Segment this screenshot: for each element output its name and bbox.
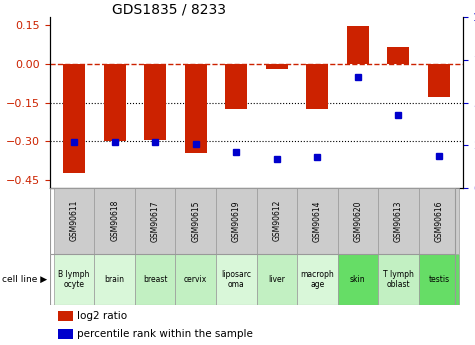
Bar [135,254,175,305]
Text: cervix: cervix [184,275,208,284]
Text: GSM90619: GSM90619 [232,200,241,242]
Bar [95,254,135,305]
Bar [104,64,126,141]
Bar [175,254,216,305]
Bar [418,254,459,305]
Bar [95,188,135,254]
Text: testis: testis [428,275,449,284]
Text: cell line ▶: cell line ▶ [2,275,48,284]
Text: GDS1835 / 8233: GDS1835 / 8233 [112,2,226,16]
Bar [306,64,328,109]
Text: log2 ratio: log2 ratio [77,311,127,321]
Text: GSM90617: GSM90617 [151,200,160,242]
Text: GSM90618: GSM90618 [110,200,119,242]
Text: GSM90614: GSM90614 [313,200,322,242]
Bar [418,188,459,254]
Bar [256,254,297,305]
Text: GSM90620: GSM90620 [353,200,362,242]
Bar [378,188,418,254]
Text: skin: skin [350,275,366,284]
Bar [256,188,297,254]
Bar [58,329,73,339]
Bar [63,64,86,172]
Bar [135,188,175,254]
Bar [54,254,95,305]
Bar [216,188,256,254]
Bar [428,64,450,97]
Text: liver: liver [268,275,285,284]
Text: GSM90613: GSM90613 [394,200,403,242]
Bar [387,47,409,64]
Bar [297,254,338,305]
Text: GSM90616: GSM90616 [434,200,443,242]
Text: T lymph
oblast: T lymph oblast [383,270,414,289]
Text: macroph
age: macroph age [300,270,334,289]
Bar [297,188,338,254]
Bar [175,188,216,254]
Bar [266,64,288,69]
Text: percentile rank within the sample: percentile rank within the sample [77,329,253,339]
Text: GSM90615: GSM90615 [191,200,200,242]
Bar [58,310,73,321]
Text: liposarc
oma: liposarc oma [221,270,251,289]
Bar [338,254,378,305]
Bar [144,64,166,140]
Bar [54,188,95,254]
Text: B lymph
ocyte: B lymph ocyte [58,270,90,289]
Bar [338,188,378,254]
Text: brain: brain [104,275,125,284]
Bar [185,64,207,153]
Bar [378,254,418,305]
Bar [216,254,256,305]
Text: GSM90611: GSM90611 [70,200,79,242]
Bar [225,64,247,109]
Bar [347,26,369,64]
Text: breast: breast [143,275,168,284]
Text: GSM90612: GSM90612 [272,200,281,242]
